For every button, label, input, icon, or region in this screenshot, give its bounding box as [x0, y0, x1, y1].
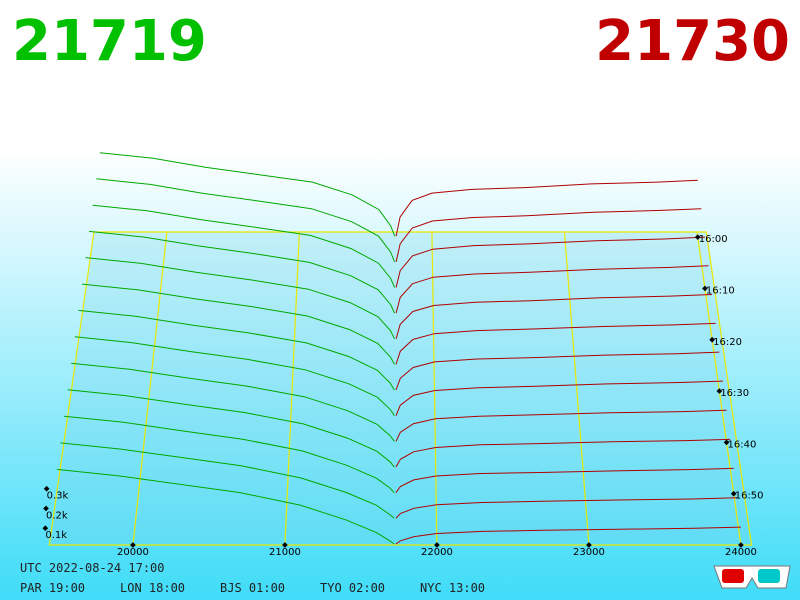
x-tick-mark: [738, 542, 744, 548]
bid-depth-line: [56, 468, 395, 545]
y-tick-label: 0.1k: [45, 530, 67, 541]
ask-depth-line: [395, 351, 720, 391]
zone-time: TYO 02:00: [320, 581, 385, 595]
y-tick-mark: [42, 525, 49, 532]
bid-depth-line: [64, 415, 395, 494]
x-tick-label: 23000: [573, 547, 605, 558]
bid-depth-line: [81, 283, 395, 365]
bid-depth-line: [67, 389, 395, 468]
grid-line: [284, 231, 300, 546]
grid-line: [563, 231, 590, 546]
time-tick-label: 16:10: [706, 285, 735, 296]
x-tick-mark: [586, 542, 592, 548]
grid-line: [431, 231, 438, 546]
bid-depth-line: [92, 204, 396, 288]
bid-depth-line: [99, 152, 396, 237]
grid-line: [132, 231, 168, 546]
ask-depth-line: [395, 294, 713, 339]
best-bid: 21719: [12, 9, 207, 74]
time-tick-mark: [723, 439, 730, 446]
x-tick-label: 20000: [117, 547, 149, 558]
y-tick-label: 0.3k: [47, 491, 69, 502]
time-tick-mark: [709, 336, 715, 343]
time-tick-mark: [730, 490, 737, 497]
x-tick-mark: [434, 542, 440, 548]
x-tick-mark: [282, 542, 288, 548]
y-tick-label: 0.2k: [46, 510, 68, 521]
bid-depth-line: [89, 230, 396, 314]
time-tick-label: 16:00: [699, 234, 728, 245]
ask-depth-line: [395, 380, 723, 416]
plot: 20000 21000 22000 23000 24000 16:00 16:10 16:20…: [42, 152, 764, 558]
x-tick-label: 21000: [269, 547, 301, 558]
time-tick-mark: [716, 388, 723, 394]
zone-time: LON 18:00: [120, 581, 185, 595]
zone-time: PAR 19:00: [20, 581, 85, 595]
ask-depth-line: [395, 179, 698, 237]
time-tick-label: 16:50: [735, 491, 764, 502]
bid-depth-line: [74, 336, 395, 416]
ask-depth-line: [395, 467, 734, 493]
ask-depth-line: [395, 409, 727, 442]
bid-depth-line: [85, 257, 395, 340]
bid-depth-line: [96, 178, 396, 263]
best-ask: 21730: [595, 9, 790, 74]
ask-depth-line: [395, 322, 716, 365]
glasses-icon: [713, 565, 791, 589]
utc-time: UTC 2022-08-24 17:00: [20, 561, 165, 575]
x-tick-mark: [130, 542, 136, 548]
x-tick-label: 24000: [725, 547, 757, 558]
zone-time: NYC 13:00: [420, 581, 485, 595]
ask-depth-line: [395, 236, 705, 288]
ask-depth-line: [395, 438, 731, 468]
zone-time: BJS 01:00: [220, 581, 285, 595]
floor: [48, 231, 753, 546]
time-tick-mark: [694, 234, 701, 240]
ask-depth-line: [395, 526, 741, 545]
ask-depth-line: [395, 208, 702, 263]
time-tick-label: 16:20: [713, 337, 742, 348]
ask-depth-line: [395, 497, 738, 519]
time-tick-label: 16:30: [720, 388, 749, 399]
bid-depth-line: [60, 442, 395, 519]
ask-depth-line: [395, 265, 709, 314]
bid-depth-line: [78, 309, 395, 391]
bid-depth-line: [71, 362, 395, 442]
time-tick-mark: [702, 285, 708, 292]
x-tick-label: 22000: [421, 547, 453, 558]
time-tick-label: 16:40: [728, 439, 757, 450]
